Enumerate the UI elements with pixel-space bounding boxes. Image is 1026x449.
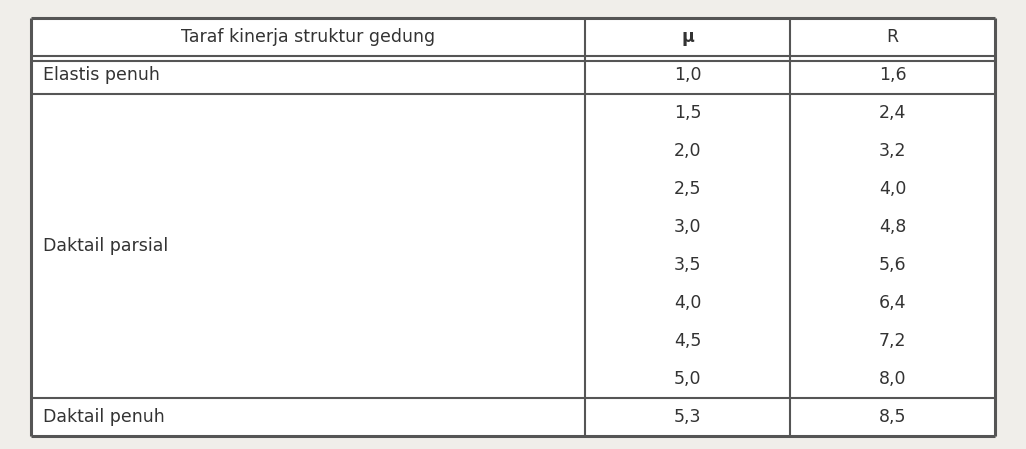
- Text: 3,2: 3,2: [879, 142, 907, 160]
- Text: 1,5: 1,5: [674, 104, 702, 122]
- Text: R: R: [886, 28, 899, 46]
- Text: 8,0: 8,0: [879, 370, 907, 387]
- Text: 6,4: 6,4: [879, 294, 907, 312]
- Text: Daktail parsial: Daktail parsial: [43, 237, 168, 255]
- Text: Elastis penuh: Elastis penuh: [43, 66, 160, 84]
- Text: 2,4: 2,4: [879, 104, 906, 122]
- Text: 3,0: 3,0: [674, 218, 702, 236]
- Text: 2,5: 2,5: [674, 180, 702, 198]
- Text: 4,8: 4,8: [879, 218, 906, 236]
- Text: 2,0: 2,0: [674, 142, 702, 160]
- Text: 4,0: 4,0: [674, 294, 702, 312]
- Text: 4,5: 4,5: [674, 332, 702, 350]
- Text: 7,2: 7,2: [879, 332, 907, 350]
- Text: μ: μ: [681, 28, 695, 46]
- Text: 1,0: 1,0: [674, 66, 702, 84]
- Text: 5,6: 5,6: [879, 256, 907, 274]
- Text: Taraf kinerja struktur gedung: Taraf kinerja struktur gedung: [181, 28, 435, 46]
- Text: 8,5: 8,5: [879, 408, 907, 426]
- Text: 4,0: 4,0: [879, 180, 906, 198]
- Text: 1,6: 1,6: [879, 66, 907, 84]
- Text: Daktail penuh: Daktail penuh: [43, 408, 165, 426]
- Text: 5,0: 5,0: [674, 370, 702, 387]
- Text: 3,5: 3,5: [674, 256, 702, 274]
- Text: 5,3: 5,3: [674, 408, 702, 426]
